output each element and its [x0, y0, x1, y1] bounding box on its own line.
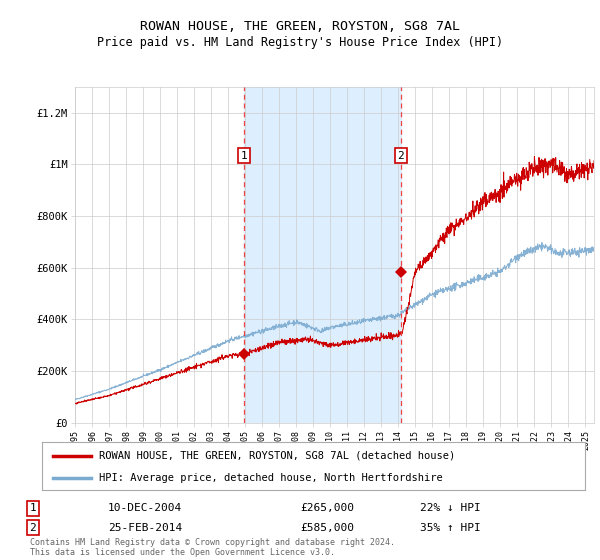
Text: 1: 1: [29, 503, 37, 514]
Text: £585,000: £585,000: [300, 522, 354, 533]
Text: 25-FEB-2014: 25-FEB-2014: [108, 522, 182, 533]
Text: £265,000: £265,000: [300, 503, 354, 514]
Bar: [244, 87, 401, 423]
Text: ROWAN HOUSE, THE GREEN, ROYSTON, SG8 7AL: ROWAN HOUSE, THE GREEN, ROYSTON, SG8 7AL: [140, 20, 460, 32]
Text: 1: 1: [241, 151, 248, 161]
Text: 2: 2: [397, 151, 404, 161]
Text: Price paid vs. HM Land Registry's House Price Index (HPI): Price paid vs. HM Land Registry's House …: [97, 36, 503, 49]
Text: 2: 2: [29, 522, 37, 533]
Text: 10-DEC-2004: 10-DEC-2004: [108, 503, 182, 514]
Text: HPI: Average price, detached house, North Hertfordshire: HPI: Average price, detached house, Nort…: [99, 473, 443, 483]
Text: 22% ↓ HPI: 22% ↓ HPI: [420, 503, 481, 514]
Text: Contains HM Land Registry data © Crown copyright and database right 2024.
This d: Contains HM Land Registry data © Crown c…: [30, 538, 395, 557]
Text: ROWAN HOUSE, THE GREEN, ROYSTON, SG8 7AL (detached house): ROWAN HOUSE, THE GREEN, ROYSTON, SG8 7AL…: [99, 451, 455, 461]
Text: 35% ↑ HPI: 35% ↑ HPI: [420, 522, 481, 533]
